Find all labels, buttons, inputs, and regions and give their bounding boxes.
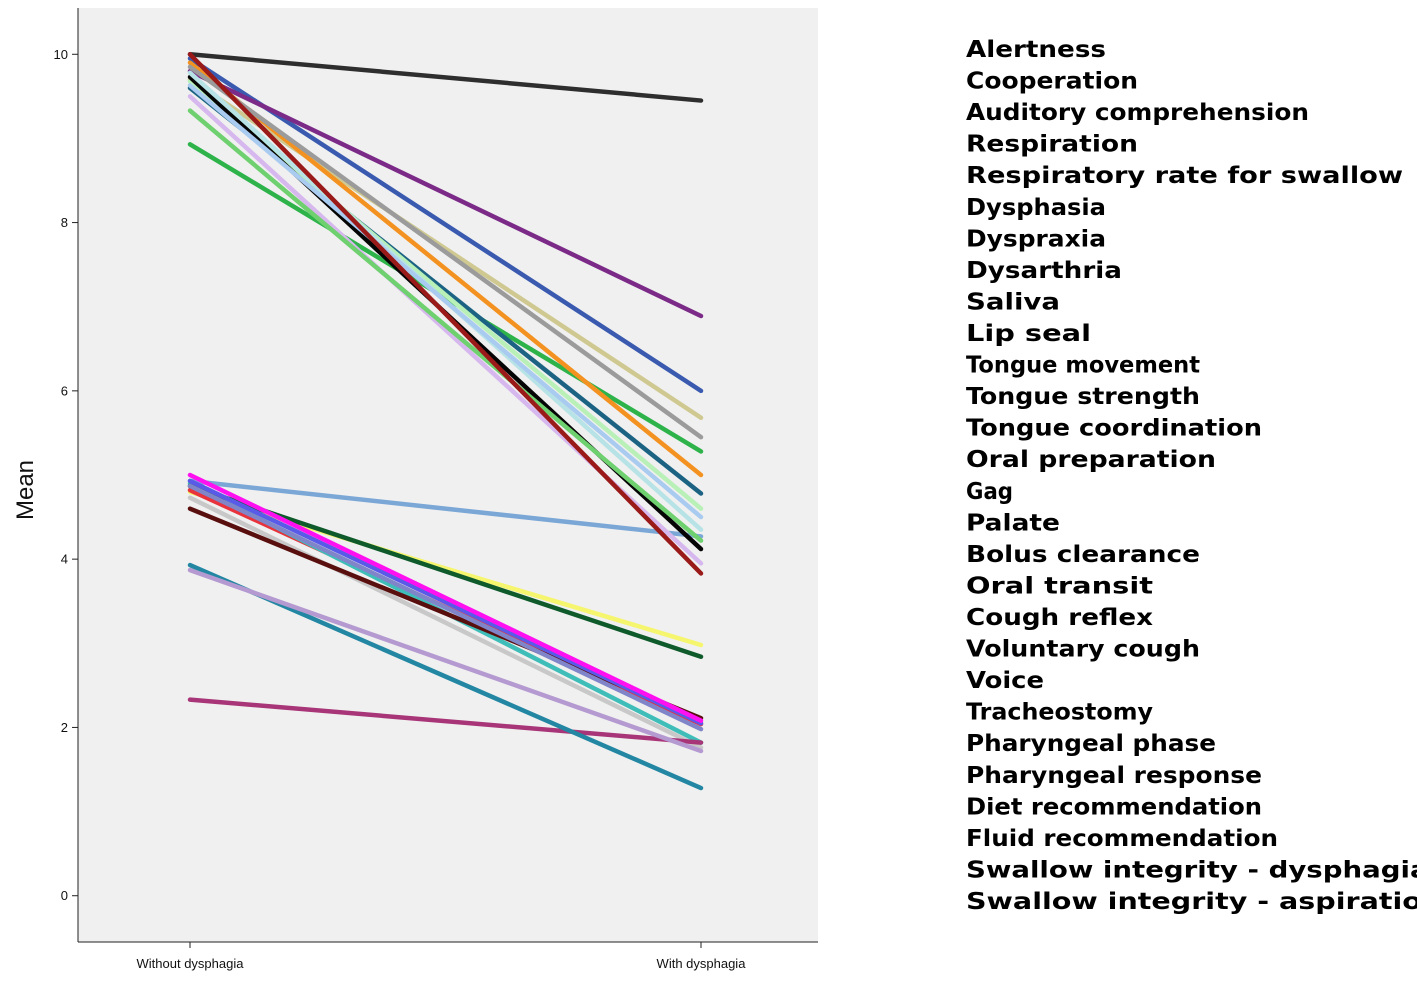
legend: Alertness Cooperation Auditory comprehensi… (857, 37, 1417, 915)
legend-label-diet-recommendation: Diet recommendation (966, 794, 1262, 820)
y-tick-label: 4 (61, 552, 68, 567)
series-line-respiration (187, 68, 704, 319)
series-line-oral-preparation (187, 78, 704, 511)
x-tick-label: With dysphagia (657, 956, 747, 971)
legend-label-palate: Palate (966, 510, 1060, 536)
y-tick-label: 0 (61, 888, 68, 903)
series-line-tongue-movement (187, 60, 704, 478)
x-axis-ticks: Without dysphagia With dysphagia (137, 942, 747, 971)
legend-label-tracheostomy: Tracheostomy (966, 700, 1153, 726)
legend-label-tongue-coordination: Tongue coordination (966, 416, 1262, 442)
legend-label-bolus-clearance: Bolus clearance (966, 542, 1200, 568)
legend-label-respiration: Respiration (966, 132, 1138, 158)
legend-label-pharyngeal-response: Pharyngeal response (966, 763, 1262, 789)
y-tick-label: 8 (61, 215, 68, 230)
legend-label-cough-reflex: Cough reflex (966, 605, 1153, 631)
legend-label-swallow-integrity-aspiration-risk: Swallow integrity - aspiration risk (966, 889, 1417, 915)
series-line-pharyngeal-phase (187, 83, 704, 520)
legend-label-voluntary-cough: Voluntary cough (966, 637, 1200, 663)
legend-label-fluid-recommendation: Fluid recommendation (966, 826, 1278, 852)
series-line-pharyngeal-response (187, 52, 704, 576)
series-line-cooperation (187, 142, 704, 454)
y-tick-label: 10 (54, 47, 68, 62)
legend-label-swallow-integrity-dysphagia-risk: Swallow integrity - dysphagia risk (966, 857, 1417, 883)
legend-label-cooperation: Cooperation (966, 69, 1138, 95)
series-line-saliva (187, 478, 704, 539)
series-lines (187, 52, 704, 791)
y-tick-label: 6 (61, 383, 68, 398)
legend-label-oral-transit: Oral transit (966, 573, 1153, 599)
series-line-gag (187, 697, 704, 745)
legend-label-respiratory-rate-for-swallow: Respiratory rate for swallow (966, 163, 1403, 189)
legend-label-tongue-strength: Tongue strength (966, 384, 1200, 410)
y-axis-title: Mean (12, 460, 39, 520)
legend-label-auditory-comprehension: Auditory comprehension (966, 100, 1309, 126)
legend-label-oral-preparation: Oral preparation (966, 447, 1216, 473)
y-tick-label: 2 (61, 720, 68, 735)
series-line-diet-recommendation (187, 478, 704, 726)
series-line-swallow-integrity-aspiration-risk (187, 567, 704, 754)
legend-label-pharyngeal-phase: Pharyngeal phase (966, 731, 1216, 757)
series-line-voluntary-cough (187, 483, 704, 732)
legend-label-voice: Voice (966, 668, 1044, 694)
legend-label-gag: Gag (966, 479, 1013, 505)
legend-label-dysphasia: Dysphasia (966, 195, 1106, 221)
series-line-fluid-recommendation (187, 472, 704, 723)
legend-label-dyspraxia: Dyspraxia (966, 226, 1106, 252)
series-line-palate (187, 64, 704, 440)
legend-label-lip-seal: Lip seal (966, 321, 1091, 347)
legend-label-dysarthria: Dysarthria (966, 258, 1122, 284)
series-line-tracheostomy (187, 52, 704, 103)
y-axis-ticks: 0 2 4 6 8 10 (54, 47, 78, 903)
legend-label-alertness: Alertness (966, 37, 1106, 63)
legend-label-tongue-movement: Tongue movement (966, 353, 1200, 379)
x-tick-label: Without dysphagia (137, 956, 245, 971)
legend-label-saliva: Saliva (966, 289, 1060, 315)
series-line-dysarthria (187, 495, 704, 750)
series-line-voice (187, 108, 704, 543)
series-line-auditory-comprehension (187, 77, 704, 421)
